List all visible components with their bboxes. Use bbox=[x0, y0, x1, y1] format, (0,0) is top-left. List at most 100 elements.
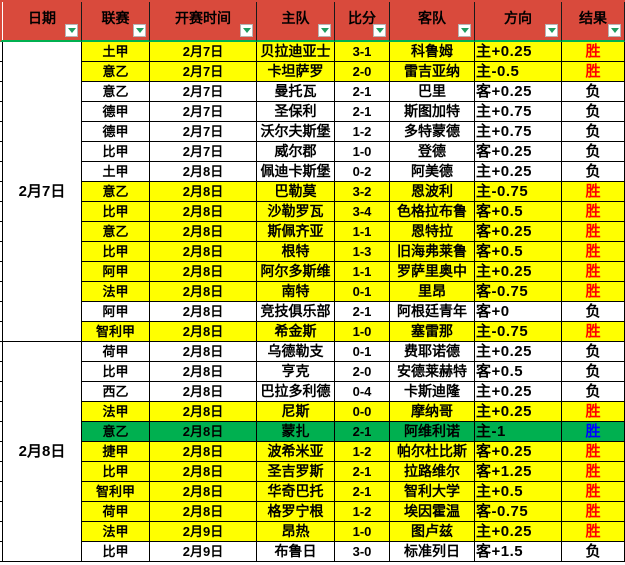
cell-kickoff-time[interactable]: 2月8日 bbox=[150, 182, 257, 202]
cell-result[interactable]: 胜 bbox=[562, 482, 625, 502]
cell-score[interactable]: 0-1 bbox=[335, 282, 390, 302]
cell-away-team[interactable]: 色格拉布鲁日 bbox=[390, 202, 475, 222]
cell-kickoff-time[interactable]: 2月8日 bbox=[150, 242, 257, 262]
cell-result[interactable]: 负 bbox=[562, 82, 625, 102]
cell-result[interactable]: 胜 bbox=[562, 322, 625, 342]
cell-league[interactable]: 比甲 bbox=[82, 362, 150, 382]
cell-result[interactable]: 胜 bbox=[562, 422, 625, 442]
cell-direction[interactable]: 客+0.25 bbox=[475, 442, 562, 462]
cell-score[interactable]: 1-1 bbox=[335, 262, 390, 282]
column-header-score[interactable]: 比分 bbox=[335, 2, 390, 42]
cell-direction[interactable]: 客+1.25 bbox=[475, 462, 562, 482]
cell-kickoff-time[interactable]: 2月8日 bbox=[150, 302, 257, 322]
cell-score[interactable]: 1-3 bbox=[335, 242, 390, 262]
cell-home-team[interactable]: 斯佩齐亚 bbox=[257, 222, 335, 242]
cell-result[interactable]: 胜 bbox=[562, 442, 625, 462]
cell-score[interactable]: 1-0 bbox=[335, 322, 390, 342]
cell-direction[interactable]: 客+0.5 bbox=[475, 362, 562, 382]
column-header-date[interactable]: 日期 bbox=[3, 2, 82, 42]
cell-home-team[interactable]: 尼斯 bbox=[257, 402, 335, 422]
cell-direction[interactable]: 客-0.75 bbox=[475, 282, 562, 302]
cell-kickoff-time[interactable]: 2月8日 bbox=[150, 282, 257, 302]
cell-direction[interactable]: 客+0.5 bbox=[475, 242, 562, 262]
cell-away-team[interactable]: 阿美德 bbox=[390, 162, 475, 182]
cell-score[interactable]: 2-1 bbox=[335, 462, 390, 482]
cell-league[interactable]: 捷甲 bbox=[82, 442, 150, 462]
cell-kickoff-time[interactable]: 2月8日 bbox=[150, 162, 257, 182]
column-header-away-team[interactable]: 客队 bbox=[390, 2, 475, 42]
cell-home-team[interactable]: 乌德勒支 bbox=[257, 342, 335, 362]
cell-league[interactable]: 比甲 bbox=[82, 542, 150, 562]
cell-away-team[interactable]: 恩特拉 bbox=[390, 222, 475, 242]
cell-away-team[interactable]: 拉路维尔 bbox=[390, 462, 475, 482]
cell-result[interactable]: 胜 bbox=[562, 182, 625, 202]
filter-dropdown-icon[interactable] bbox=[608, 24, 621, 37]
cell-score[interactable]: 3-2 bbox=[335, 182, 390, 202]
cell-home-team[interactable]: 竞技俱乐部 bbox=[257, 302, 335, 322]
cell-kickoff-time[interactable]: 2月7日 bbox=[150, 142, 257, 162]
cell-result[interactable]: 负 bbox=[562, 142, 625, 162]
cell-away-team[interactable]: 智利大学 bbox=[390, 482, 475, 502]
cell-away-team[interactable]: 登德 bbox=[390, 142, 475, 162]
cell-home-team[interactable]: 布鲁日 bbox=[257, 542, 335, 562]
cell-score[interactable]: 2-0 bbox=[335, 62, 390, 82]
cell-result[interactable]: 胜 bbox=[562, 222, 625, 242]
cell-away-team[interactable]: 安德莱赫特 bbox=[390, 362, 475, 382]
cell-kickoff-time[interactable]: 2月8日 bbox=[150, 502, 257, 522]
cell-kickoff-time[interactable]: 2月9日 bbox=[150, 522, 257, 542]
cell-league[interactable]: 法甲 bbox=[82, 402, 150, 422]
cell-result[interactable]: 胜 bbox=[562, 402, 625, 422]
date-group-label[interactable]: 2月8日 bbox=[3, 342, 82, 562]
cell-result[interactable]: 负 bbox=[562, 102, 625, 122]
cell-score[interactable]: 3-1 bbox=[335, 42, 390, 62]
cell-kickoff-time[interactable]: 2月8日 bbox=[150, 402, 257, 422]
cell-result[interactable]: 胜 bbox=[562, 202, 625, 222]
column-header-result[interactable]: 结果 bbox=[562, 2, 625, 42]
cell-away-team[interactable]: 埃因霍温 bbox=[390, 502, 475, 522]
cell-league[interactable]: 意乙 bbox=[82, 82, 150, 102]
cell-kickoff-time[interactable]: 2月8日 bbox=[150, 262, 257, 282]
column-header-direction[interactable]: 方向 bbox=[475, 2, 562, 42]
cell-away-team[interactable]: 阿根廷青年 bbox=[390, 302, 475, 322]
cell-away-team[interactable]: 标准列日 bbox=[390, 542, 475, 562]
cell-score[interactable]: 3-0 bbox=[335, 542, 390, 562]
cell-kickoff-time[interactable]: 2月7日 bbox=[150, 62, 257, 82]
cell-kickoff-time[interactable]: 2月9日 bbox=[150, 542, 257, 562]
cell-result[interactable]: 胜 bbox=[562, 282, 625, 302]
cell-away-team[interactable]: 罗萨里奥中央 bbox=[390, 262, 475, 282]
cell-direction[interactable]: 主+0.25 bbox=[475, 382, 562, 402]
filter-dropdown-icon[interactable] bbox=[458, 24, 471, 37]
cell-result[interactable]: 负 bbox=[562, 542, 625, 562]
cell-score[interactable]: 0-0 bbox=[335, 402, 390, 422]
cell-league[interactable]: 荷甲 bbox=[82, 502, 150, 522]
cell-kickoff-time[interactable]: 2月8日 bbox=[150, 462, 257, 482]
cell-home-team[interactable]: 根特 bbox=[257, 242, 335, 262]
filter-dropdown-icon[interactable] bbox=[318, 24, 331, 37]
cell-kickoff-time[interactable]: 2月7日 bbox=[150, 102, 257, 122]
cell-home-team[interactable]: 波希米亚 bbox=[257, 442, 335, 462]
cell-kickoff-time[interactable]: 2月8日 bbox=[150, 422, 257, 442]
cell-home-team[interactable]: 南特 bbox=[257, 282, 335, 302]
cell-league[interactable]: 比甲 bbox=[82, 202, 150, 222]
cell-home-team[interactable]: 威尔郡 bbox=[257, 142, 335, 162]
cell-score[interactable]: 0-1 bbox=[335, 342, 390, 362]
cell-score[interactable]: 1-0 bbox=[335, 142, 390, 162]
cell-league[interactable]: 智利甲 bbox=[82, 482, 150, 502]
cell-score[interactable]: 0-2 bbox=[335, 162, 390, 182]
cell-score[interactable]: 1-2 bbox=[335, 442, 390, 462]
cell-direction[interactable]: 客+1.5 bbox=[475, 542, 562, 562]
cell-home-team[interactable]: 沃尔夫斯堡 bbox=[257, 122, 335, 142]
cell-away-team[interactable]: 卡斯迪隆 bbox=[390, 382, 475, 402]
cell-direction[interactable]: 客+0.25 bbox=[475, 222, 562, 242]
cell-away-team[interactable]: 巴里 bbox=[390, 82, 475, 102]
cell-home-team[interactable]: 希金斯 bbox=[257, 322, 335, 342]
cell-score[interactable]: 1-0 bbox=[335, 522, 390, 542]
cell-kickoff-time[interactable]: 2月8日 bbox=[150, 442, 257, 462]
cell-home-team[interactable]: 昂热 bbox=[257, 522, 335, 542]
cell-direction[interactable]: 客+0 bbox=[475, 302, 562, 322]
cell-league[interactable]: 意乙 bbox=[82, 62, 150, 82]
cell-result[interactable]: 负 bbox=[562, 122, 625, 142]
cell-direction[interactable]: 客+0.25 bbox=[475, 82, 562, 102]
cell-direction[interactable]: 主+0.75 bbox=[475, 122, 562, 142]
cell-home-team[interactable]: 亨克 bbox=[257, 362, 335, 382]
